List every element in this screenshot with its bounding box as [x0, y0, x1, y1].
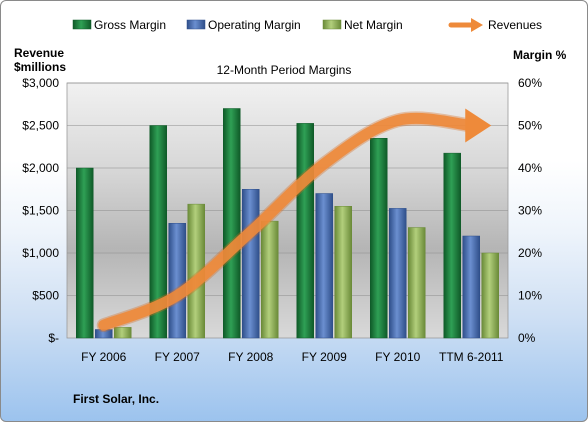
bar-operating-margin [462, 235, 480, 339]
chart-title: 12-Month Period Margins [217, 63, 352, 77]
right-axis-ticks: 0% 10% 20% 30% 40% 50% 60% [518, 76, 542, 345]
bar-operating-margin [315, 193, 333, 339]
legend: Gross Margin Operating Margin Net Margin… [72, 18, 542, 32]
right-axis-tick-label: 20% [518, 246, 542, 260]
right-axis-tick-label: 50% [518, 119, 542, 133]
left-axis-title-line1: Revenue [14, 46, 64, 60]
right-axis-tick-label: 10% [518, 289, 542, 303]
right-axis-tick-label: 60% [518, 76, 542, 90]
bar-gross-margin [149, 125, 167, 339]
bar-operating-margin [389, 208, 407, 339]
bar-gross-margin [443, 152, 461, 339]
category-labels: FY 2006 FY 2007 FY 2008 FY 2009 FY 2010 TTM 6… [81, 350, 504, 364]
company-name: First Solar, Inc. [73, 392, 159, 406]
legend-label-gross-margin: Gross Margin [94, 18, 166, 32]
bar-net-margin [481, 252, 499, 339]
bar-gross-margin [296, 123, 314, 339]
category-label: FY 2010 [375, 350, 420, 364]
right-axis-tick-label: 40% [518, 161, 542, 175]
revenue-line [98, 112, 477, 331]
bar-gross-margin [76, 167, 94, 339]
left-axis-tick-label: $500 [32, 289, 59, 303]
legend-label-net-margin: Net Margin [344, 18, 403, 32]
legend-swatch-gross-margin [72, 19, 92, 30]
right-axis-title: Margin % [513, 48, 567, 62]
left-axis-tick-label: $- [48, 331, 59, 345]
left-axis-tick-label: $3,000 [22, 76, 59, 90]
category-label: FY 2008 [228, 350, 273, 364]
left-axis-title-line2: $millions [14, 60, 66, 74]
legend-label-revenues: Revenues [488, 18, 542, 32]
legend-label-operating-margin: Operating Margin [208, 18, 301, 32]
legend-swatch-net-margin [322, 19, 342, 30]
left-axis-ticks: $- $500 $1,000 $1,500 $2,000 $2,500 $3,000 [22, 76, 59, 345]
gridlines [67, 82, 508, 296]
legend-swatch-revenues [448, 18, 483, 32]
bar-net-margin [408, 227, 426, 339]
left-axis-tick-label: $2,500 [22, 119, 59, 133]
left-axis-tick-label: $1,500 [22, 204, 59, 218]
legend-swatch-operating-margin [186, 19, 206, 30]
category-label: FY 2007 [155, 350, 200, 364]
bar-operating-margin [168, 223, 186, 339]
left-axis-tick-label: $2,000 [22, 161, 59, 175]
bar-gross-margin [223, 108, 241, 339]
bar-operating-margin [242, 189, 260, 339]
right-axis-tick-label: 0% [518, 331, 536, 345]
revenue-arrowhead [465, 108, 492, 143]
right-axis-tick-label: 30% [518, 204, 542, 218]
category-label: TTM 6-2011 [439, 350, 504, 364]
bar-net-margin [334, 206, 352, 339]
left-axis-tick-label: $1,000 [22, 246, 59, 260]
category-label: FY 2006 [81, 350, 126, 364]
bar-net-margin [114, 327, 132, 339]
bar-net-margin [261, 220, 279, 339]
bar-gross-margin [370, 138, 388, 339]
category-label: FY 2009 [302, 350, 347, 364]
revenue-line-group [96, 108, 492, 333]
